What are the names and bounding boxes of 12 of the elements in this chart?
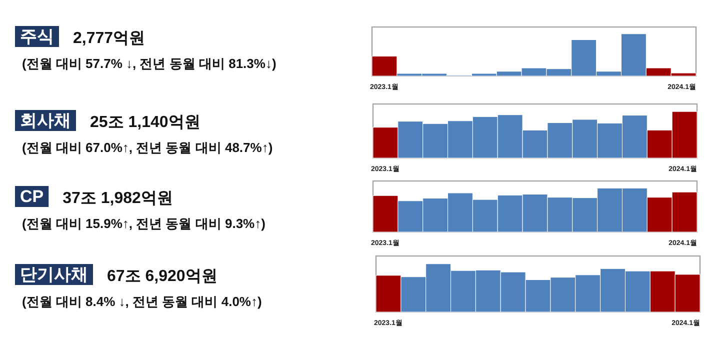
- text: 2,777억원: [73, 30, 146, 47]
- text: 67조 6,920억원: [107, 268, 218, 285]
- text: 회사채: [20, 111, 71, 130]
- text: (전월 대비 57.7% ↓, 전년 동월 대비 81.3%↓): [22, 56, 276, 71]
- text: (전월 대비 67.0%↑, 전년 동월 대비 48.7%↑): [22, 140, 273, 155]
- text: (전월 대비 8.4% ↓, 전년 동월 대비 4.0%↑): [22, 294, 262, 309]
- text: 25조 1,140억원: [90, 114, 200, 131]
- text: (전월 대비 15.9%↑, 전년 동월 대비 9.3%↑): [22, 216, 266, 231]
- text: 37조 1,982억원: [62, 190, 173, 207]
- text: 단기사채: [20, 265, 88, 284]
- text: 주식: [20, 27, 54, 46]
- text: CP: [20, 187, 44, 206]
